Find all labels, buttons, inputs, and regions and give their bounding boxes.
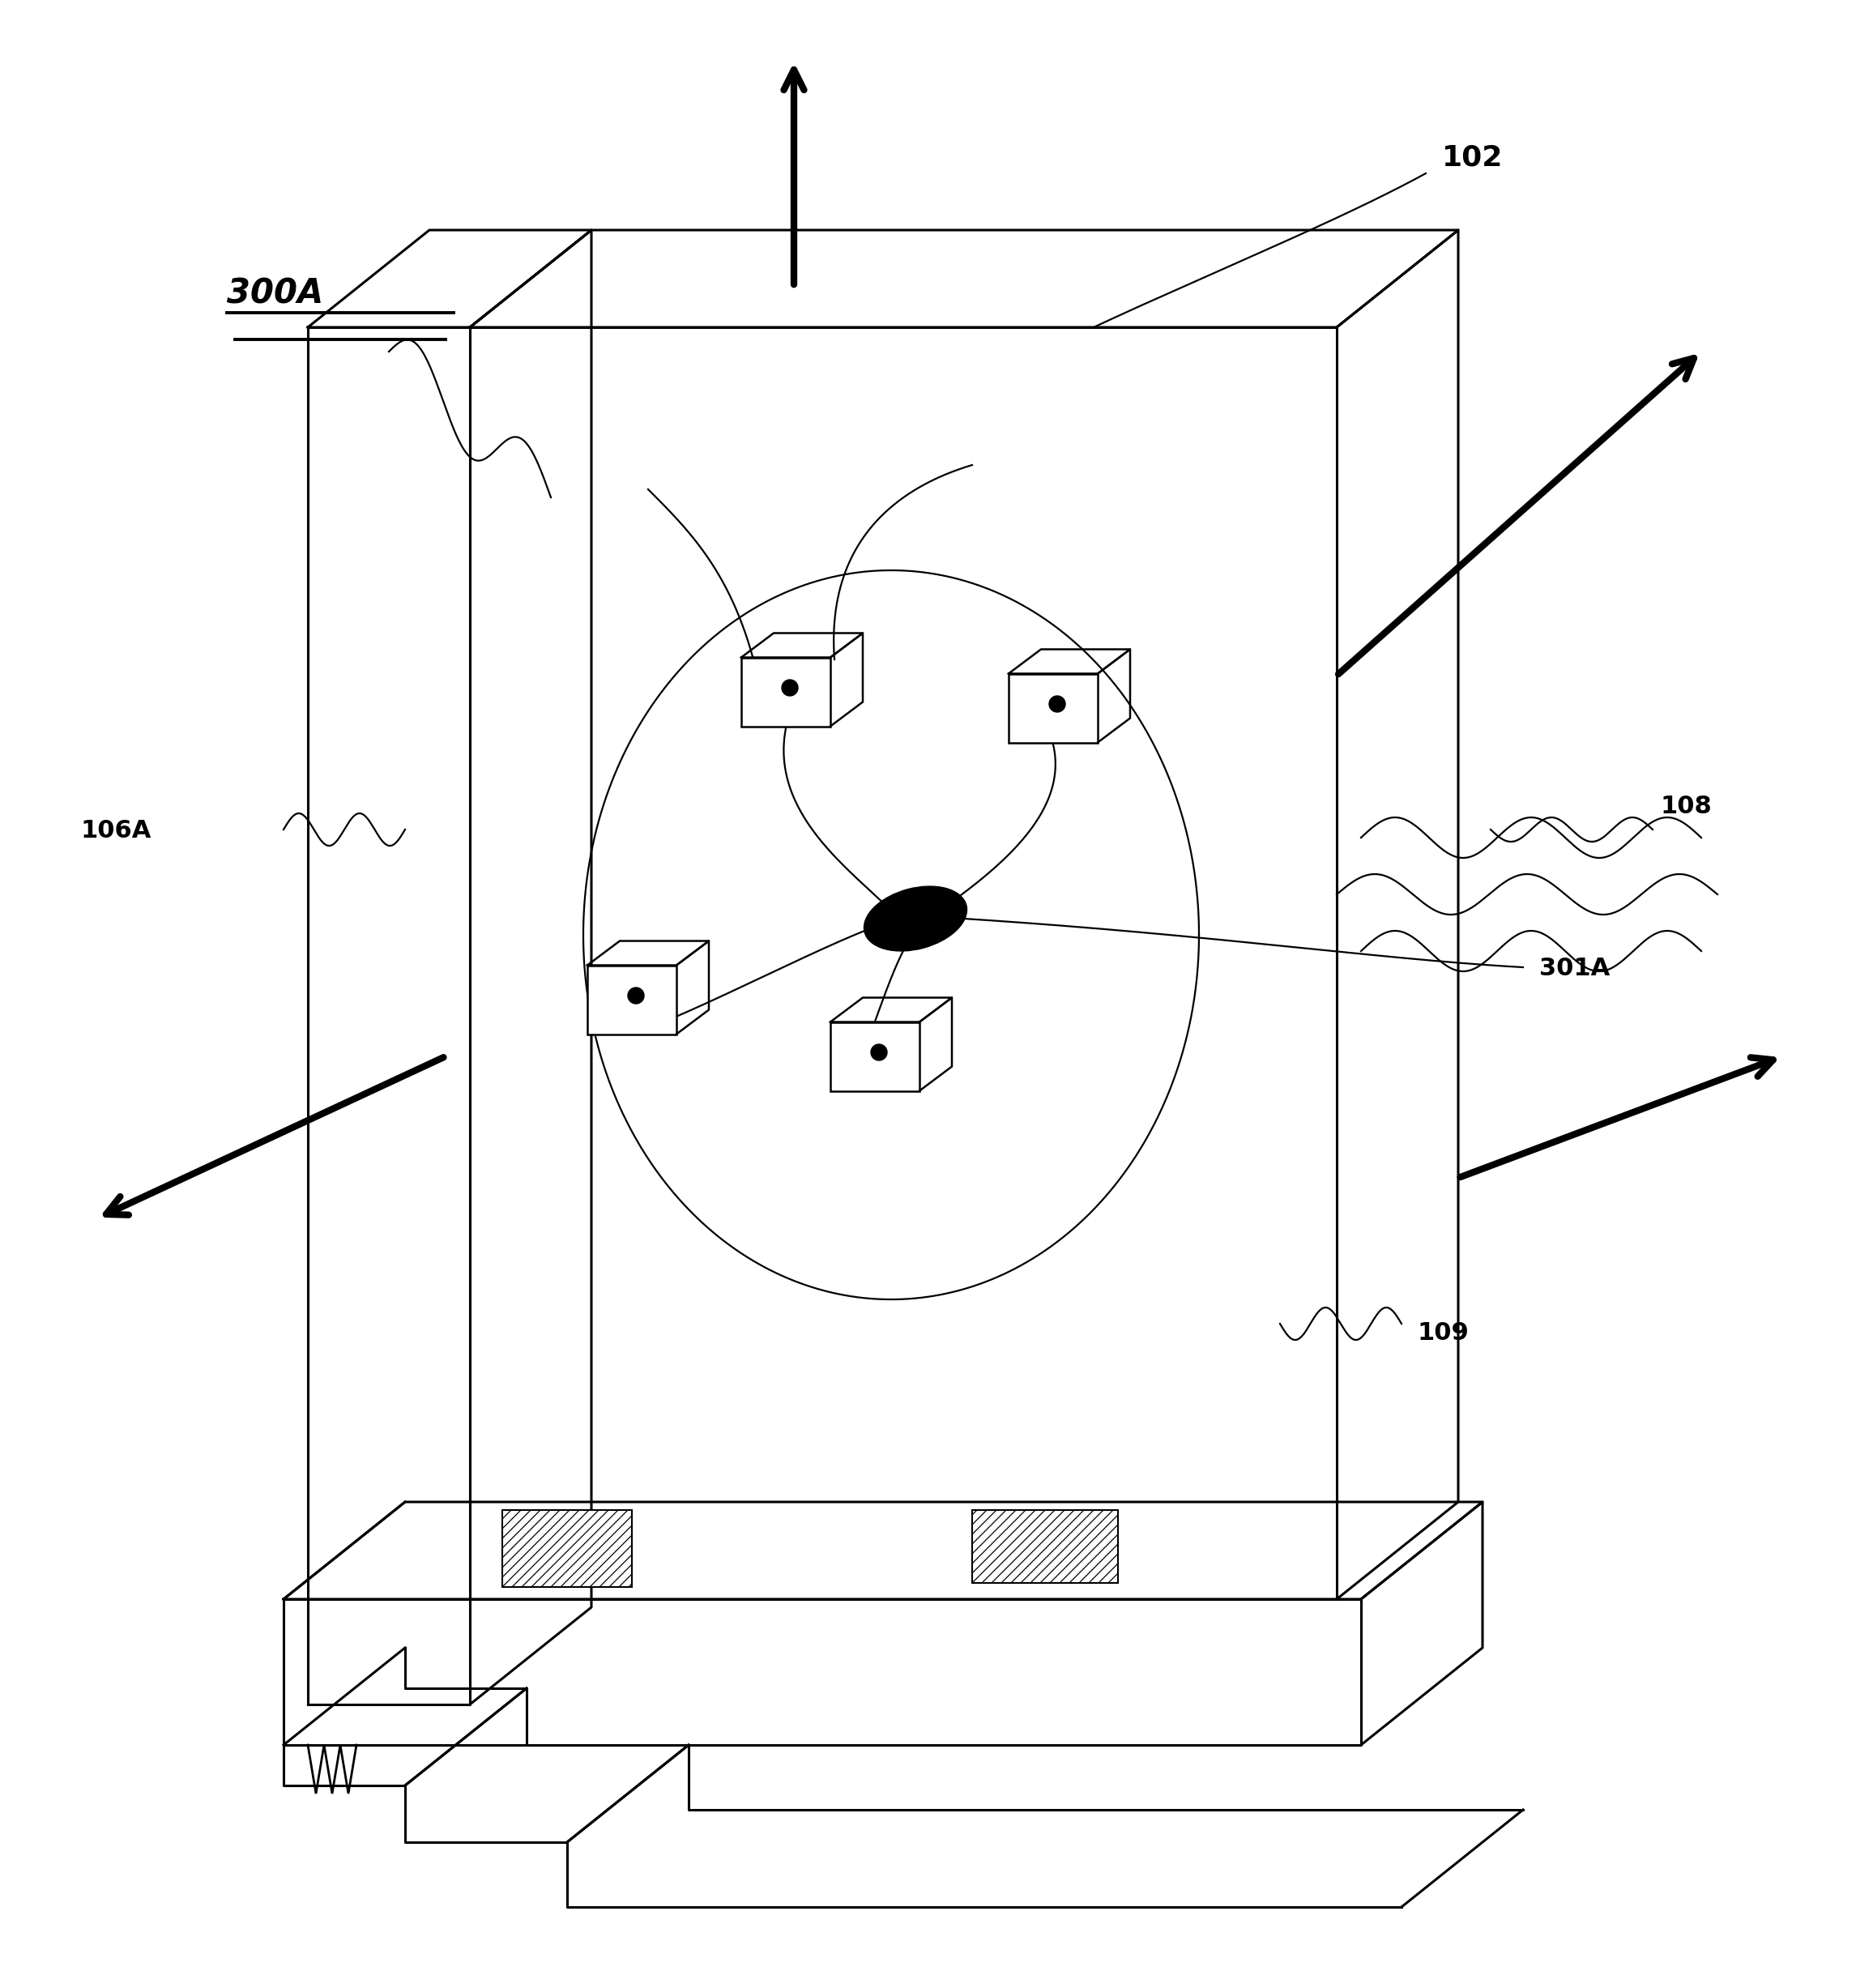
Text: 301A: 301A [1540,956,1611,980]
Circle shape [781,680,798,696]
Circle shape [871,1044,888,1060]
Bar [502,1511,631,1586]
Text: 109: 109 [1418,1322,1470,1344]
Text: 300A: 300A [227,276,324,310]
Bar [742,658,830,726]
Bar [830,1022,920,1091]
Bar [502,1511,631,1586]
Text: 108: 108 [1661,795,1712,819]
Bar [588,966,676,1034]
Text: 102: 102 [1442,143,1502,171]
Text: 106A: 106A [81,819,152,843]
Bar [1008,674,1098,742]
Circle shape [627,988,644,1004]
Bar [972,1511,1118,1582]
Ellipse shape [863,887,966,950]
Circle shape [1049,696,1066,712]
Bar [972,1511,1118,1582]
